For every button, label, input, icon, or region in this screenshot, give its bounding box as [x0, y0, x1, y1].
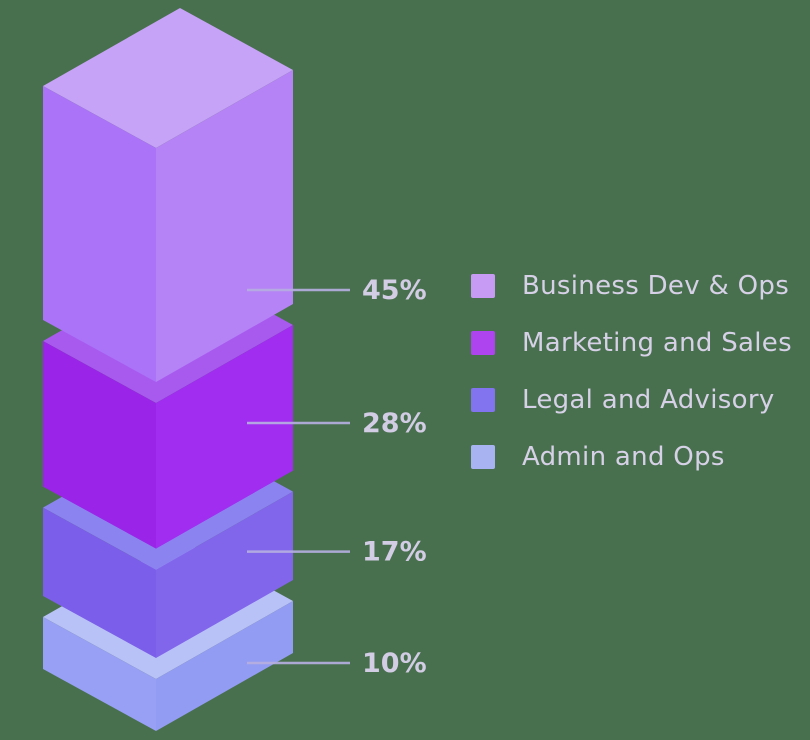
legend-swatch-icon	[471, 388, 495, 412]
block-4-right-face	[156, 601, 293, 731]
legend-swatch-icon	[471, 331, 495, 355]
block-4-left-face	[43, 617, 156, 731]
legend-item-4: Admin and Ops	[471, 442, 792, 472]
value-label-10%: 10%	[362, 648, 427, 679]
value-label-17%: 17%	[362, 537, 427, 568]
legend-item-2: Marketing and Sales	[471, 328, 792, 358]
value-label-28%: 28%	[362, 408, 427, 439]
block-1-right-face	[156, 70, 293, 382]
legend-label: Legal and Advisory	[522, 385, 775, 415]
block-1-top-face	[43, 8, 293, 148]
legend: Business Dev & Ops Marketing and Sales Leg…	[471, 271, 792, 472]
block-2-right-face	[156, 325, 293, 549]
block-3-left-face	[43, 507, 156, 658]
block-3-right-face	[156, 491, 293, 658]
legend-label: Business Dev & Ops	[522, 271, 790, 301]
legend-label: Admin and Ops	[522, 442, 725, 472]
legend-item-3: Legal and Advisory	[471, 385, 792, 415]
legend-swatch-icon	[471, 445, 495, 469]
value-label-45%: 45%	[362, 275, 427, 306]
legend-swatch-icon	[471, 274, 495, 298]
legend-label: Marketing and Sales	[522, 328, 792, 358]
block-2-left-face	[43, 341, 156, 549]
legend-item-1: Business Dev & Ops	[471, 271, 792, 301]
block-1-left-face	[43, 86, 156, 382]
